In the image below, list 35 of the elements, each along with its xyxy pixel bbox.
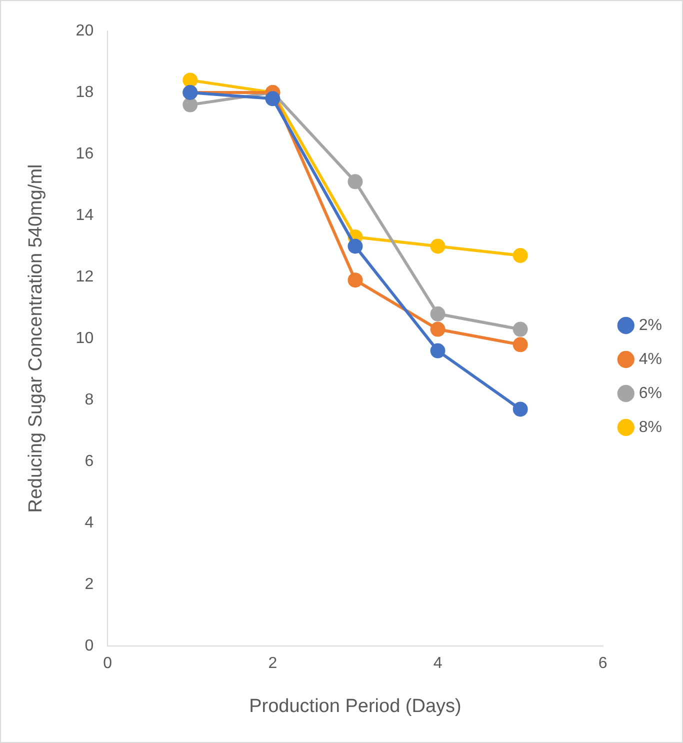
point	[348, 272, 363, 288]
point	[182, 72, 198, 88]
y-tick-label: 0	[84, 637, 94, 654]
point	[512, 337, 528, 352]
y-tick-label: 12	[76, 268, 94, 286]
point	[430, 343, 446, 358]
y-tick-label: 20	[76, 22, 94, 40]
legend-label: 6%	[638, 384, 662, 402]
y-tick-label: 6	[84, 452, 94, 470]
x-tick-label: 2	[268, 655, 278, 672]
point	[182, 97, 198, 112]
y-tick-label: 18	[76, 84, 94, 101]
point	[512, 322, 528, 337]
legend-label: 2%	[638, 316, 662, 334]
point	[512, 248, 528, 263]
x-tick-label: 0	[103, 655, 112, 672]
x-tick-label: 4	[433, 655, 442, 672]
point	[348, 238, 363, 254]
y-tick-label: 16	[76, 145, 94, 162]
x-axis-title: Production Period (Days)	[249, 696, 462, 717]
y-tick-label: 8	[84, 391, 94, 408]
point	[265, 91, 280, 106]
point	[430, 238, 446, 254]
y-axis-title: Reducing Sugar Concentration 540mg/ml	[26, 164, 47, 513]
y-tick-label: 4	[84, 514, 94, 532]
point	[430, 306, 446, 322]
point	[348, 174, 363, 190]
legend-label: 4%	[638, 350, 662, 368]
point	[512, 402, 528, 417]
x-tick-label: 6	[598, 655, 608, 672]
point	[430, 322, 446, 337]
legend-label: 8%	[638, 418, 662, 436]
y-tick-label: 14	[76, 206, 94, 224]
y-tick-label: 10	[76, 330, 94, 347]
y-tick-label: 2	[84, 576, 94, 593]
